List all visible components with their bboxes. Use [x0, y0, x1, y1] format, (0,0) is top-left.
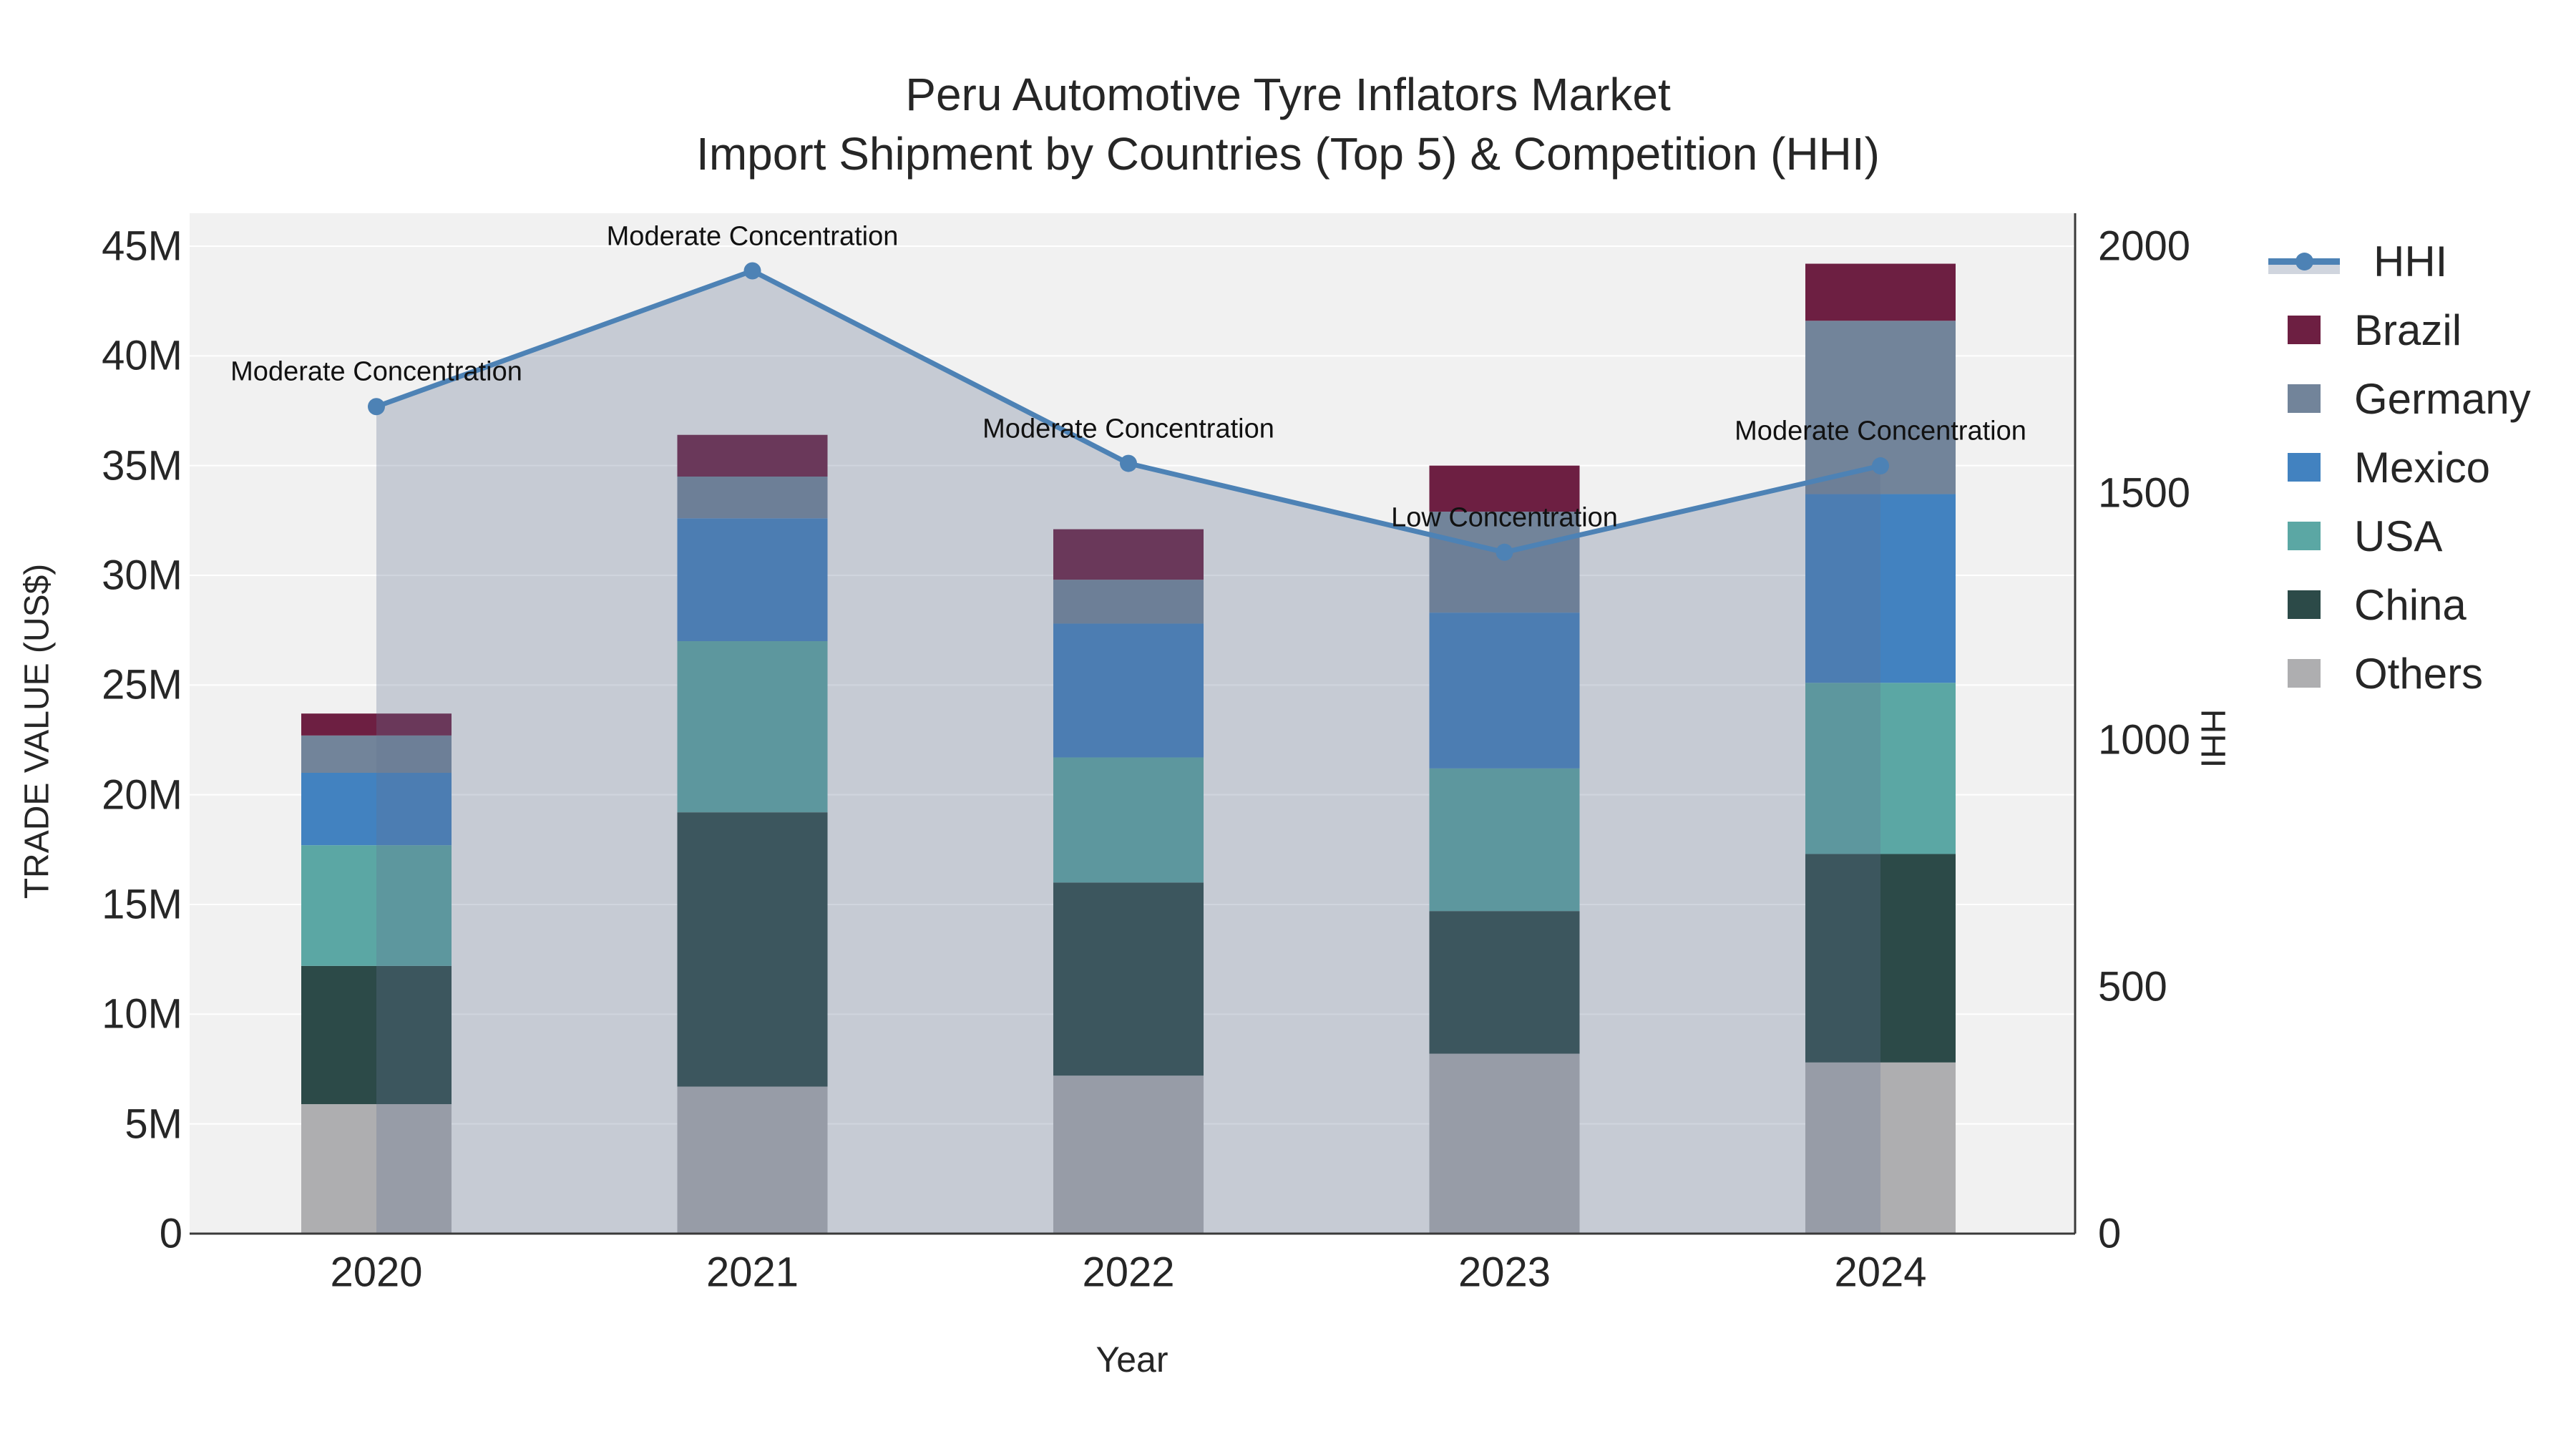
bar-segment-2023-usa[interactable] — [1429, 768, 1580, 912]
legend-swatch-china — [2288, 590, 2321, 619]
legend-item-hhi[interactable]: HHI — [2268, 236, 2447, 286]
bar-segment-2020-germany[interactable] — [301, 735, 452, 773]
legend-item-mexico[interactable]: Mexico — [2268, 442, 2490, 492]
y-left-tick-20M: 20M — [102, 771, 182, 819]
hhi-marker-2024[interactable] — [1872, 457, 1889, 475]
legend-label-hhi: HHI — [2373, 237, 2448, 286]
bar-segment-2022-others[interactable] — [1053, 1075, 1204, 1234]
legend-item-usa[interactable]: USA — [2268, 511, 2442, 561]
y-right-tick-0: 0 — [2098, 1210, 2122, 1257]
bar-segment-2020-others[interactable] — [301, 1104, 452, 1234]
bar-segment-2022-usa[interactable] — [1053, 757, 1204, 883]
hhi-marker-2021[interactable] — [743, 262, 761, 280]
chart-title-line1: Peru Automotive Tyre Inflators Market — [905, 69, 1671, 120]
bar-segment-2022-china[interactable] — [1053, 882, 1204, 1076]
y-left-tick-5M: 5M — [125, 1101, 182, 1148]
x-tick-2022: 2022 — [1082, 1249, 1175, 1296]
bar-segment-2020-usa[interactable] — [301, 845, 452, 966]
x-tick-2023: 2023 — [1458, 1249, 1551, 1296]
y-left-tick-15M: 15M — [102, 881, 182, 928]
hhi-line-icon — [2268, 247, 2340, 275]
annotation-2020: Moderate Concentration — [230, 356, 522, 387]
bar-segment-2023-germany[interactable] — [1429, 512, 1580, 613]
hhi-marker-2023[interactable] — [1496, 543, 1513, 561]
bar-segment-2024-others[interactable] — [1805, 1062, 1956, 1234]
y-left-tick-30M: 30M — [102, 552, 182, 599]
legend-swatch-germany — [2288, 384, 2321, 413]
chart-title-line2: Import Shipment by Countries (Top 5) & C… — [696, 128, 1880, 180]
legend-swatch-usa — [2288, 522, 2321, 550]
legend-item-china[interactable]: China — [2268, 580, 2467, 630]
hhi-marker-2022[interactable] — [1120, 454, 1137, 472]
hhi-marker-2020[interactable] — [368, 398, 385, 416]
bar-segment-2023-others[interactable] — [1429, 1053, 1580, 1234]
bar-segment-2020-china[interactable] — [301, 965, 452, 1105]
x-tick-2021: 2021 — [706, 1249, 799, 1296]
y-left-tick-10M: 10M — [102, 990, 182, 1038]
bar-segment-2024-china[interactable] — [1805, 854, 1956, 1063]
y-axis-title-right: HHI — [2193, 708, 2232, 769]
bar-segment-2021-mexico[interactable] — [677, 518, 828, 641]
legend-item-others[interactable]: Others — [2268, 648, 2483, 698]
annotation-2022: Moderate Concentration — [982, 414, 1274, 444]
legend-item-brazil[interactable]: Brazil — [2268, 305, 2462, 355]
bar-segment-2023-china[interactable] — [1429, 911, 1580, 1054]
bar-segment-2023-mexico[interactable] — [1429, 613, 1580, 769]
y-right-tick-1500: 1500 — [2098, 469, 2191, 517]
bar-segment-2021-china[interactable] — [677, 812, 828, 1087]
legend-label-others: Others — [2354, 649, 2484, 698]
bar-segment-2020-mexico[interactable] — [301, 773, 452, 846]
legend-label-germany: Germany — [2354, 374, 2531, 423]
bar-segment-2022-mexico[interactable] — [1053, 623, 1204, 758]
legend-swatch-brazil — [2288, 316, 2321, 344]
x-axis-title: Year — [1096, 1340, 1169, 1380]
legend-label-mexico: Mexico — [2354, 443, 2491, 492]
annotation-2024: Moderate Concentration — [1735, 416, 2026, 447]
y-left-tick-40M: 40M — [102, 332, 182, 379]
y-axis-title-left: TRADE VALUE (US$) — [18, 563, 57, 899]
y-right-tick-2000: 2000 — [2098, 223, 2191, 270]
legend-item-germany[interactable]: Germany — [2268, 374, 2531, 424]
bar-segment-2023-brazil[interactable] — [1429, 465, 1580, 512]
bar-segment-2024-brazil[interactable] — [1805, 263, 1956, 321]
bar-segment-2022-brazil[interactable] — [1053, 529, 1204, 580]
legend-swatch-mexico — [2288, 453, 2321, 482]
annotation-2023: Low Concentration — [1391, 502, 1618, 533]
bar-segment-2021-usa[interactable] — [677, 641, 828, 813]
bar-segment-2021-others[interactable] — [677, 1086, 828, 1234]
legend-label-usa: USA — [2354, 512, 2443, 560]
y-right-tick-1000: 1000 — [2098, 716, 2191, 763]
y-left-tick-35M: 35M — [102, 442, 182, 489]
bar-segment-2024-mexico[interactable] — [1805, 494, 1956, 683]
y-left-tick-45M: 45M — [102, 223, 182, 270]
bar-segment-2021-brazil[interactable] — [677, 434, 828, 477]
legend-label-china: China — [2354, 580, 2467, 629]
x-tick-2024: 2024 — [1834, 1249, 1927, 1296]
legend-swatch-others — [2288, 659, 2321, 688]
bar-segment-2024-usa[interactable] — [1805, 683, 1956, 854]
legend-label-brazil: Brazil — [2354, 306, 2462, 354]
y-left-tick-25M: 25M — [102, 661, 182, 708]
annotation-2021: Moderate Concentration — [606, 221, 899, 251]
bar-segment-2022-germany[interactable] — [1053, 580, 1204, 624]
y-left-tick-0: 0 — [159, 1210, 182, 1257]
bar-segment-2021-germany[interactable] — [677, 477, 828, 519]
hhi-area-fill — [376, 270, 1880, 1234]
bar-segment-2020-brazil[interactable] — [301, 713, 452, 736]
y-right-tick-500: 500 — [2098, 963, 2167, 1010]
x-tick-2020: 2020 — [330, 1249, 423, 1296]
